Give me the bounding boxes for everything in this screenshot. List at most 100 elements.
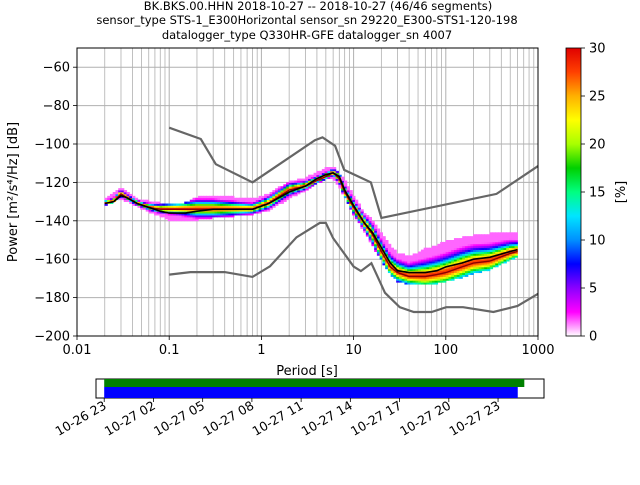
- psd-histogram-cell: [297, 180, 301, 183]
- psd-histogram-cell: [456, 251, 461, 254]
- psd-histogram-cell: [415, 282, 419, 285]
- psd-histogram-cell: [349, 195, 353, 199]
- psd-histogram-cell: [497, 232, 502, 235]
- psd-histogram-cell: [492, 251, 496, 254]
- psd-histogram-cell: [497, 234, 502, 237]
- psd-histogram-cell: [266, 195, 271, 199]
- psd-histogram-cell: [162, 209, 166, 212]
- psd-histogram-cell: [242, 209, 246, 212]
- psd-histogram-cell: [275, 199, 279, 202]
- psd-histogram-cell: [220, 205, 224, 208]
- psd-histogram-cell: [453, 240, 458, 243]
- psd-histogram-cell: [500, 249, 505, 252]
- psd-histogram-cell: [137, 205, 141, 208]
- psd-histogram-cell: [162, 205, 166, 208]
- psd-histogram-cell: [277, 199, 282, 202]
- psd-histogram-cell: [478, 249, 483, 252]
- psd-histogram-cell: [396, 263, 400, 266]
- psd-histogram-cell: [178, 215, 183, 218]
- psd-histogram-cell: [206, 203, 210, 206]
- psd-histogram-cell: [506, 241, 510, 245]
- psd-histogram-cell: [478, 234, 483, 237]
- timeline-tick-label: 10-27 02: [102, 398, 158, 439]
- psd-histogram-cell: [445, 255, 450, 258]
- psd-histogram-cell: [456, 245, 461, 249]
- psd-histogram-cell: [481, 255, 485, 258]
- psd-histogram-cell: [206, 197, 210, 201]
- psd-histogram-cell: [497, 247, 502, 250]
- psd-histogram-cell: [431, 255, 436, 258]
- psd-histogram-cell: [376, 236, 381, 239]
- psd-histogram-cell: [131, 195, 136, 199]
- psd-histogram-cell: [382, 241, 386, 245]
- psd-histogram-cell: [459, 247, 463, 250]
- low-noise-model-line: [169, 221, 539, 314]
- psd-histogram-cell: [189, 209, 194, 212]
- psd-histogram-cell: [470, 241, 474, 245]
- psd-histogram-cell: [363, 213, 367, 216]
- psd-histogram-cell: [189, 213, 194, 216]
- psd-histogram-cell: [426, 259, 430, 262]
- psd-histogram-cell: [390, 268, 395, 272]
- psd-histogram-cell: [181, 218, 185, 222]
- psd-histogram-cell: [503, 261, 507, 264]
- psd-histogram-cell: [393, 259, 397, 262]
- psd-histogram-cell: [244, 197, 249, 201]
- psd-histogram-cell: [261, 207, 265, 210]
- psd-histogram-cell: [387, 245, 392, 249]
- psd-histogram-cell: [453, 255, 458, 258]
- psd-histogram-cell: [437, 249, 441, 252]
- psd-histogram-cell: [192, 216, 196, 220]
- psd-histogram-cell: [486, 266, 491, 270]
- psd-histogram-cell: [217, 195, 221, 199]
- psd-histogram-cell: [453, 274, 458, 277]
- psd-histogram-cell: [437, 243, 441, 247]
- psd-histogram-cell: [253, 201, 257, 204]
- psd-histogram-cell: [511, 247, 516, 250]
- psd-histogram-cell: [445, 245, 450, 249]
- psd-histogram-cell: [508, 234, 513, 237]
- psd-histogram-cell: [470, 272, 474, 275]
- psd-histogram-cell: [442, 241, 447, 245]
- psd-histogram-cell: [118, 192, 122, 195]
- psd-histogram-cell: [393, 274, 397, 277]
- psd-histogram-cell: [376, 240, 381, 243]
- psd-histogram-cell: [478, 253, 483, 256]
- psd-histogram-cell: [209, 215, 213, 218]
- psd-histogram-cell: [459, 261, 463, 264]
- psd-histogram-cell: [209, 211, 213, 214]
- psd-histogram-cell: [299, 190, 304, 193]
- psd-histogram-cell: [214, 215, 218, 218]
- psd-histogram-cell: [131, 197, 136, 201]
- psd-histogram-cell: [258, 203, 262, 206]
- psd-histogram-cell: [220, 203, 224, 206]
- psd-histogram-cell: [228, 197, 232, 201]
- psd-histogram-cell: [456, 257, 461, 260]
- psd-histogram-cell: [448, 245, 452, 249]
- psd-histogram-cell: [387, 257, 392, 260]
- psd-histogram-cell: [467, 247, 472, 250]
- psd-histogram-cell: [448, 257, 452, 260]
- psd-histogram-cell: [503, 249, 507, 252]
- psd-histogram-cell: [398, 280, 403, 283]
- psd-histogram-cell: [390, 249, 395, 252]
- psd-histogram-cell: [456, 255, 461, 258]
- psd-histogram-cell: [203, 215, 207, 218]
- psd-histogram-cell: [464, 270, 469, 274]
- psd-histogram-cell: [379, 236, 384, 239]
- psd-histogram-cell: [192, 199, 196, 202]
- psd-histogram-cell: [423, 274, 428, 277]
- psd-histogram-cell: [269, 207, 273, 210]
- psd-histogram-cell: [209, 213, 213, 216]
- psd-histogram-cell: [162, 215, 166, 218]
- psd-histogram-cell: [451, 247, 455, 250]
- psd-histogram-cell: [393, 272, 397, 275]
- psd-histogram-cell: [211, 211, 216, 214]
- psd-histogram-cell: [418, 276, 422, 279]
- psd-histogram-cell: [363, 218, 367, 222]
- psd-histogram-cell: [489, 243, 494, 247]
- y-tick-label: −60: [43, 61, 70, 76]
- psd-histogram-cell: [459, 243, 463, 247]
- psd-histogram-cell: [170, 209, 174, 212]
- psd-histogram-cell: [486, 259, 491, 262]
